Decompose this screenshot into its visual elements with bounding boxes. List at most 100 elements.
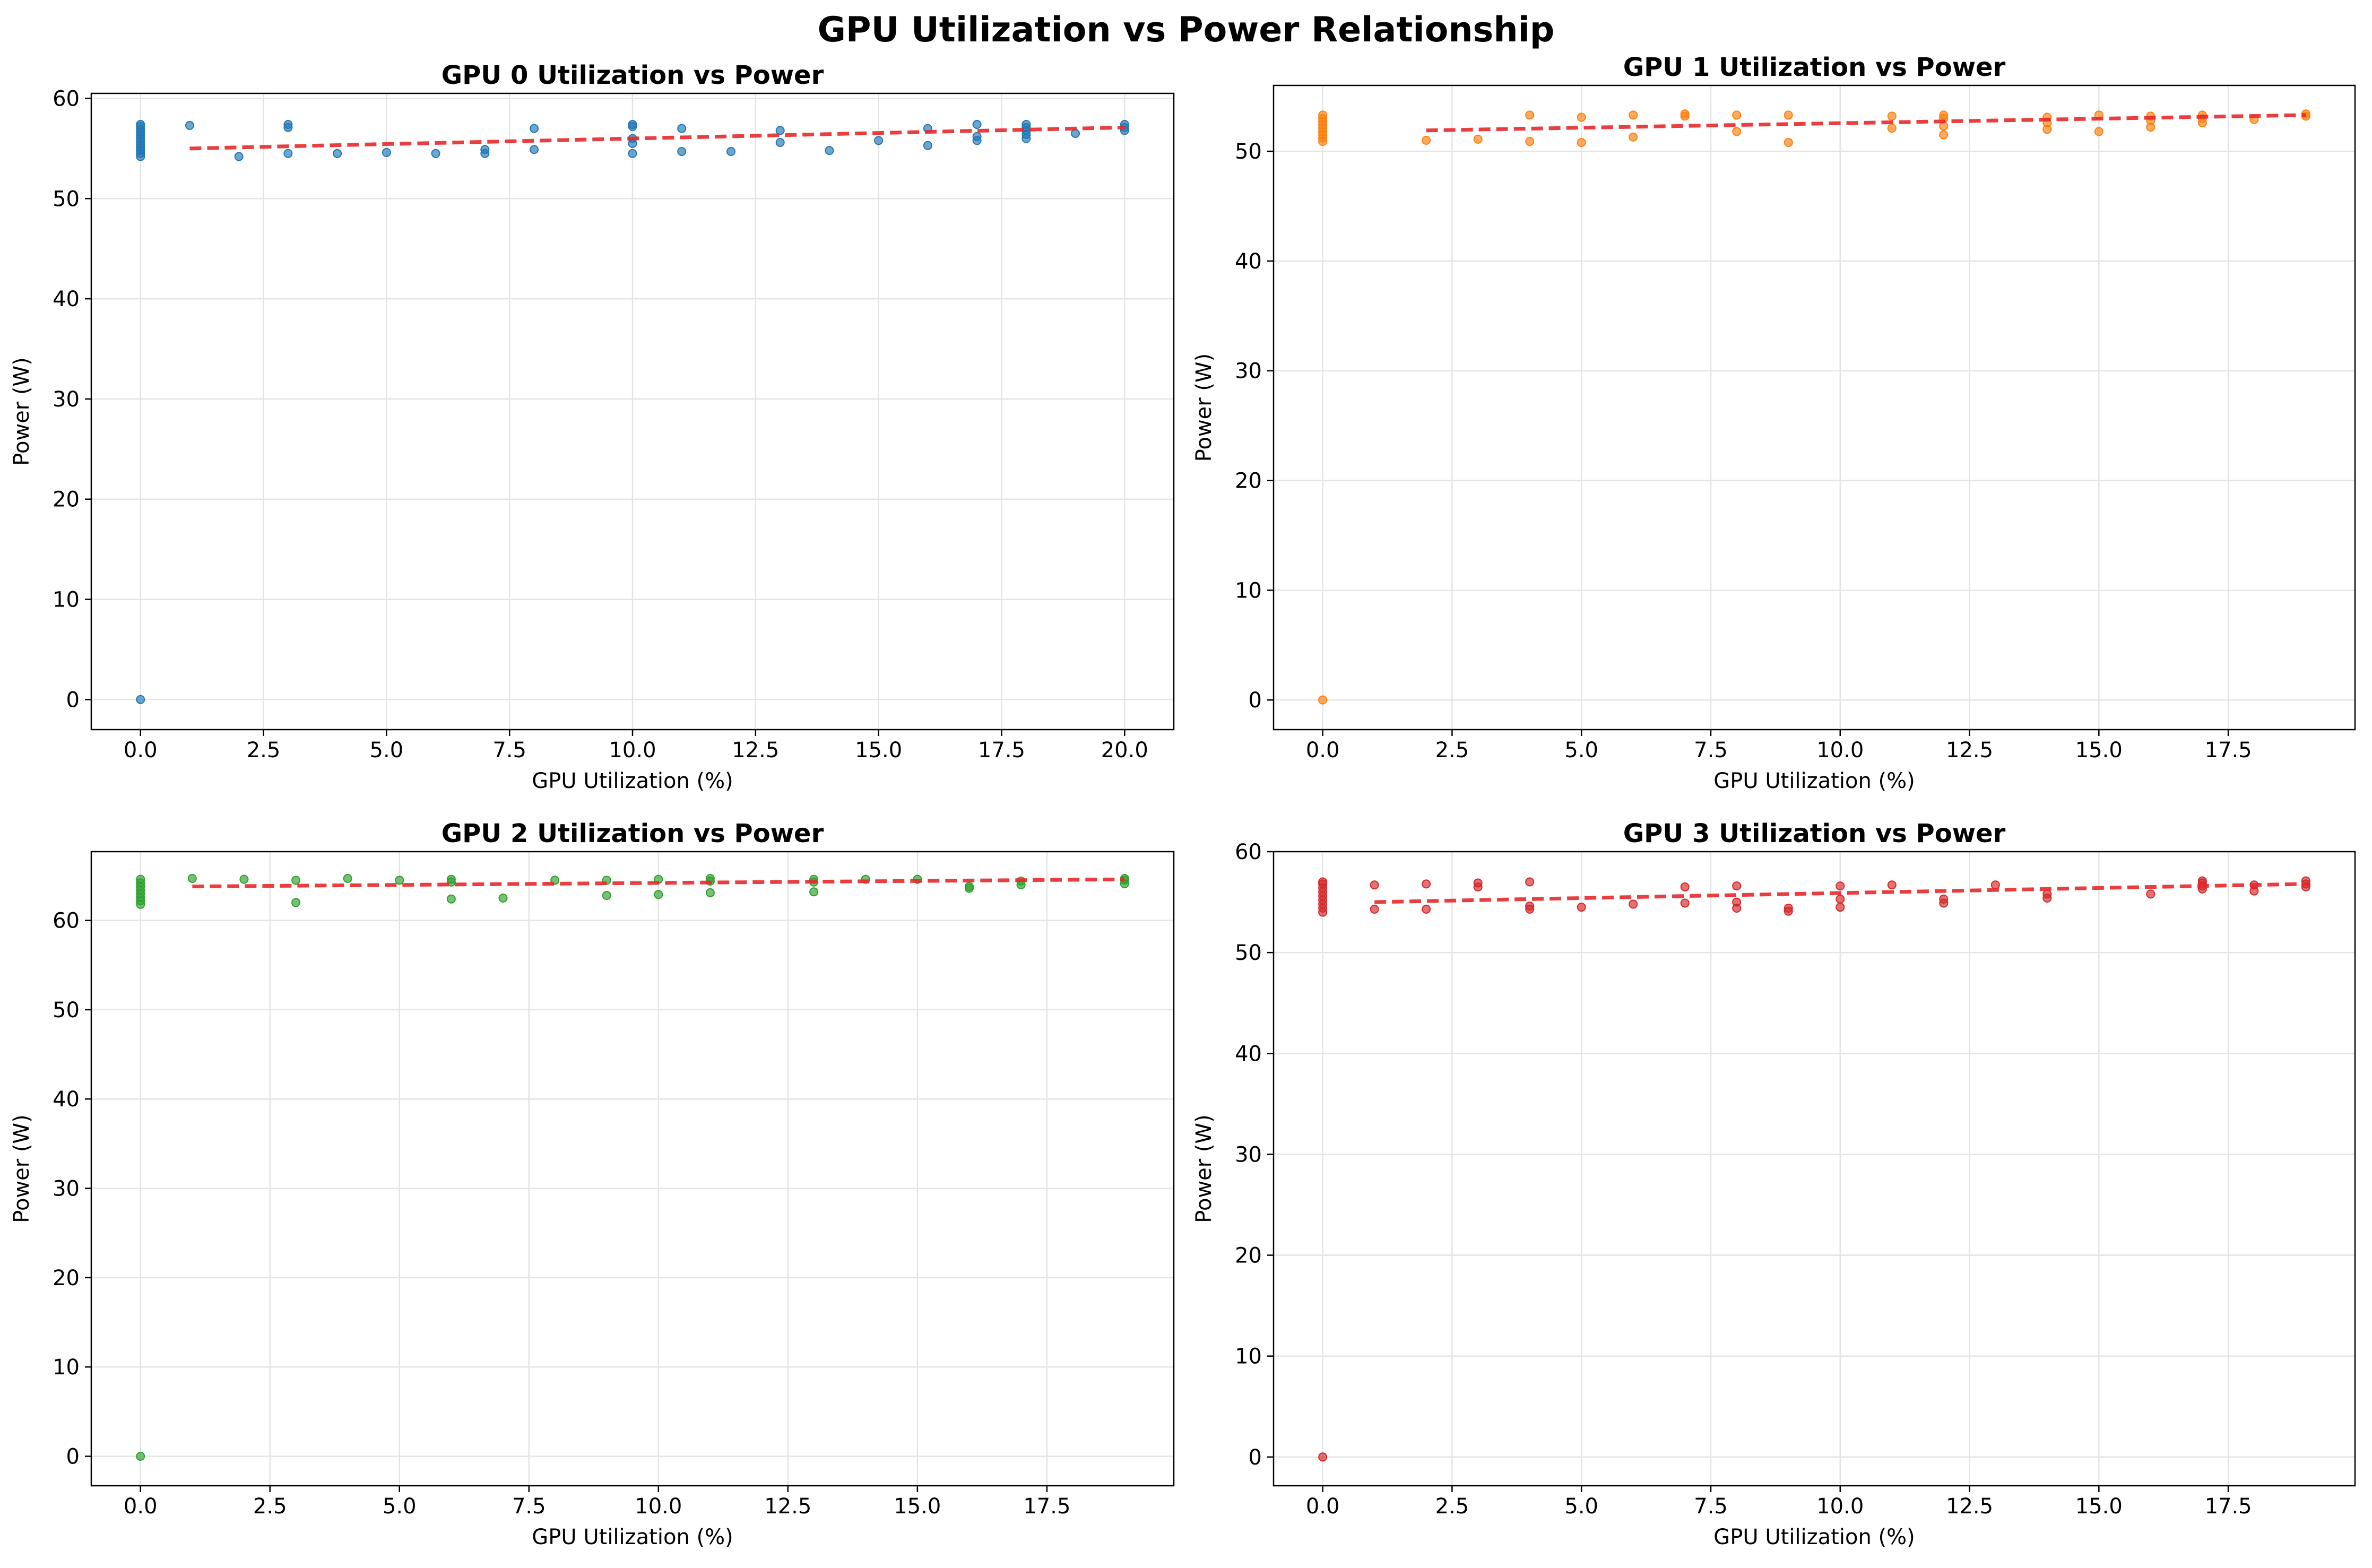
data-point bbox=[395, 876, 404, 885]
x-tick-label: 20.0 bbox=[1101, 738, 1148, 763]
y-axis-label: Power (W) bbox=[1192, 353, 1216, 462]
y-tick-label: 60 bbox=[1235, 840, 1262, 864]
data-point bbox=[1680, 898, 1690, 908]
panel-title: GPU 0 Utilization vs Power bbox=[441, 60, 824, 90]
data-point bbox=[923, 141, 932, 150]
data-point bbox=[136, 874, 145, 884]
data-point bbox=[726, 147, 735, 157]
panel-gpu-0: 0.0 2.5 5.0 7.5 10.0 12.5 15.0 17.5 20.0 0 10 20 30 4… bbox=[10, 60, 1175, 793]
data-point bbox=[343, 873, 352, 883]
x-tick-label: 2.5 bbox=[1435, 1494, 1469, 1519]
data-point bbox=[1680, 109, 1690, 119]
trend-line bbox=[1426, 113, 2306, 133]
y-tick-label: 50 bbox=[53, 187, 80, 211]
data-point bbox=[1473, 134, 1483, 144]
data-point bbox=[1021, 120, 1031, 129]
data-point bbox=[291, 898, 301, 907]
data-point bbox=[628, 149, 637, 158]
data-point bbox=[1784, 110, 1793, 120]
data-point bbox=[2094, 127, 2103, 136]
x-tick-label: 2.5 bbox=[253, 1494, 287, 1519]
data-point bbox=[677, 147, 687, 157]
x-tick-label: 7.5 bbox=[1694, 1494, 1728, 1519]
y-axis-label: Power (W) bbox=[10, 357, 34, 465]
data-point bbox=[628, 120, 637, 129]
data-point bbox=[283, 120, 293, 129]
data-point bbox=[1370, 904, 1379, 914]
data-point bbox=[1525, 136, 1535, 146]
y-tick-label: 60 bbox=[53, 909, 80, 933]
x-tick-label: 2.5 bbox=[1435, 738, 1469, 763]
data-point bbox=[1629, 110, 1638, 120]
y-tick-label: 20 bbox=[53, 488, 80, 512]
plot-area bbox=[1274, 852, 2355, 1486]
x-tick-label: 2.5 bbox=[247, 738, 281, 763]
data-point bbox=[874, 136, 884, 145]
plot-area bbox=[1274, 85, 2355, 730]
x-axis-label: GPU Utilization (%) bbox=[1713, 1525, 1915, 1549]
data-point bbox=[1836, 894, 1845, 904]
data-point bbox=[1422, 879, 1431, 889]
data-point bbox=[1525, 110, 1535, 120]
panel-title: GPU 2 Utilization vs Power bbox=[441, 819, 824, 848]
trend-line bbox=[189, 125, 1125, 151]
y-tick-label: 20 bbox=[1235, 469, 1262, 493]
x-axis-label: GPU Utilization (%) bbox=[532, 769, 733, 793]
x-tick-label: 17.5 bbox=[2205, 738, 2252, 763]
data-point bbox=[431, 149, 440, 158]
y-tick-label: 40 bbox=[53, 287, 80, 311]
panel-gpu-2: 0.0 2.5 5.0 7.5 10.0 12.5 15.0 17.5 0 10 20 30 40 50 6… bbox=[10, 819, 1175, 1549]
data-point bbox=[446, 874, 456, 884]
data-point bbox=[185, 120, 194, 130]
data-point bbox=[1887, 111, 1897, 121]
data-point bbox=[1577, 138, 1586, 148]
x-tick-label: 5.0 bbox=[1564, 1494, 1598, 1519]
x-tick-label: 17.5 bbox=[1023, 1494, 1070, 1519]
data-point bbox=[972, 120, 982, 129]
x-axis-label: GPU Utilization (%) bbox=[532, 1525, 733, 1549]
data-point bbox=[1577, 903, 1586, 912]
x-tick-label: 10.0 bbox=[609, 738, 656, 763]
x-axis-label: GPU Utilization (%) bbox=[1713, 769, 1915, 793]
data-point bbox=[1422, 904, 1431, 914]
data-point bbox=[1990, 880, 2000, 890]
y-tick-label: 0 bbox=[1249, 1445, 1262, 1470]
y-tick-label: 60 bbox=[53, 86, 80, 111]
y-tick-label: 20 bbox=[53, 1266, 80, 1290]
data-point bbox=[1525, 877, 1535, 887]
data-point bbox=[825, 146, 834, 155]
data-point bbox=[809, 887, 819, 897]
y-tick-label: 0 bbox=[66, 688, 80, 712]
x-tick-label: 15.0 bbox=[2075, 738, 2123, 763]
axes-frame bbox=[1272, 851, 2356, 1487]
x-tick-label: 0.0 bbox=[124, 1494, 158, 1519]
data-point bbox=[498, 894, 508, 903]
y-tick-label: 0 bbox=[66, 1444, 80, 1469]
data-point bbox=[1370, 880, 1379, 890]
y-tick-label: 40 bbox=[1235, 249, 1262, 274]
data-point bbox=[283, 149, 293, 158]
data-point bbox=[1422, 135, 1431, 145]
data-point bbox=[234, 152, 244, 161]
data-point bbox=[972, 132, 982, 141]
data-point bbox=[1732, 127, 1742, 136]
data-point bbox=[187, 873, 197, 883]
x-tick-label: 17.5 bbox=[978, 738, 1025, 763]
data-point bbox=[1473, 878, 1483, 888]
data-point bbox=[1836, 881, 1845, 891]
data-point bbox=[1939, 130, 1949, 140]
data-point bbox=[136, 695, 145, 704]
x-tick-label: 12.5 bbox=[1946, 1494, 1993, 1519]
data-point bbox=[2146, 889, 2155, 899]
data-point bbox=[1318, 110, 1328, 120]
y-tick-label: 40 bbox=[1235, 1042, 1262, 1066]
data-point bbox=[480, 145, 490, 154]
data-point bbox=[2197, 876, 2207, 886]
y-tick-label: 0 bbox=[1249, 688, 1262, 713]
y-axis-label: Power (W) bbox=[10, 1114, 34, 1223]
data-point bbox=[775, 138, 785, 148]
x-tick-label: 12.5 bbox=[1946, 738, 1993, 763]
data-point bbox=[1939, 110, 1949, 120]
data-point bbox=[1071, 129, 1080, 138]
data-point bbox=[136, 120, 145, 129]
